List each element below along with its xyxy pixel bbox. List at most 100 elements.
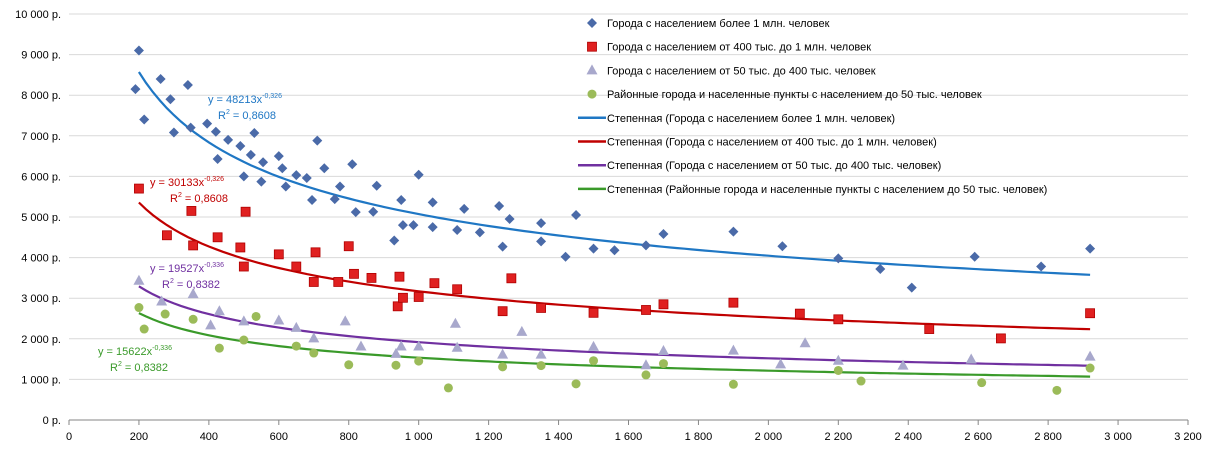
data-point-series-3 <box>133 274 145 285</box>
data-point-series-3 <box>449 317 461 328</box>
data-point-series-3 <box>965 353 977 364</box>
x-tick-label: 2 600 <box>964 431 992 443</box>
data-point-series-2 <box>308 277 319 287</box>
data-point-series-3 <box>727 344 739 355</box>
data-point-series-1 <box>497 241 508 252</box>
data-point-series-1 <box>728 226 739 237</box>
data-point-series-1 <box>291 170 302 181</box>
data-point-series-2 <box>366 272 377 283</box>
axes: 0 р. 1 000 р. 2 000 р. 3 000 р. 4 000 р. 5 00… <box>15 9 1202 443</box>
data-point-series-2 <box>1085 308 1095 319</box>
data-point-series-2 <box>238 261 249 272</box>
data-point-series-2 <box>235 242 246 253</box>
data-point-series-2 <box>343 241 354 252</box>
x-tick-label: 2 800 <box>1034 431 1062 443</box>
data-point-series-2 <box>413 292 424 302</box>
data-point-series-3 <box>832 354 844 365</box>
data-point-series-3 <box>516 325 528 336</box>
x-tick-label: 1 200 <box>475 431 503 443</box>
data-point-series-1 <box>210 126 221 137</box>
data-point-series-1 <box>494 201 505 212</box>
y-tick-label: 5 000 р. <box>21 212 61 224</box>
data-point-series-1 <box>413 169 424 180</box>
data-point-series-4 <box>309 348 319 358</box>
y-tick-label: 8 000 р. <box>21 90 61 102</box>
data-point-series-2 <box>310 247 321 258</box>
data-point-series-1 <box>165 94 176 105</box>
data-point-series-4 <box>139 324 149 334</box>
data-point-series-1 <box>347 159 358 170</box>
data-point-series-1 <box>168 127 179 138</box>
x-tick-label: 2 200 <box>825 431 853 443</box>
data-point-series-1 <box>1085 243 1096 254</box>
data-point-series-1 <box>397 220 408 231</box>
x-tick-label: 600 <box>270 431 288 443</box>
data-point-series-2 <box>452 284 463 295</box>
data-point-series-3 <box>273 314 285 325</box>
data-point-series-3 <box>355 340 367 351</box>
data-point-series-3 <box>290 321 302 332</box>
legend-label-3: Города с населением от 50 тыс. до 400 ты… <box>607 65 876 77</box>
data-point-series-1 <box>155 73 166 84</box>
data-point-series-1 <box>245 149 256 160</box>
data-point-series-4 <box>214 343 224 353</box>
data-point-series-3 <box>640 359 652 370</box>
data-point-series-4 <box>251 311 261 321</box>
data-point-series-2 <box>291 261 302 272</box>
data-point-series-2 <box>924 324 935 334</box>
data-point-series-1 <box>504 214 515 225</box>
y-tick-label: 7 000 р. <box>21 131 61 143</box>
data-point-series-2 <box>394 271 405 282</box>
data-point-series-4 <box>498 362 508 372</box>
data-point-series-2 <box>162 230 172 241</box>
data-point-series-3 <box>657 344 669 355</box>
data-point-series-3 <box>308 332 320 343</box>
trend-r2-2: R2 = 0,8608 <box>170 192 228 205</box>
data-point-series-1 <box>249 127 260 138</box>
data-point-series-1 <box>427 222 438 233</box>
data-point-series-4 <box>443 383 453 393</box>
data-point-series-1 <box>319 163 330 174</box>
data-point-series-4 <box>414 356 424 366</box>
legend-trend-label-3: Степенная (Города с населением от 50 тыс… <box>607 160 941 172</box>
x-tick-label: 800 <box>340 431 358 443</box>
data-point-series-1 <box>235 140 246 151</box>
data-point-series-3 <box>451 341 463 352</box>
trend-equation-1: y = 48213x-0,326 <box>208 93 282 106</box>
trend-r2-1: R2 = 0,8608 <box>218 109 276 122</box>
data-point-series-1 <box>560 251 571 262</box>
y-tick-label: 3 000 р. <box>21 293 61 305</box>
data-point-series-1 <box>182 80 193 91</box>
data-point-series-4 <box>291 341 301 351</box>
data-point-series-4 <box>239 335 249 345</box>
data-point-series-4 <box>391 360 401 370</box>
data-point-series-3 <box>799 337 811 348</box>
data-point-series-3 <box>897 359 909 370</box>
data-point-series-3 <box>187 288 199 299</box>
x-tick-label: 2 000 <box>755 431 783 443</box>
data-point-series-1 <box>350 207 361 218</box>
data-point-series-1 <box>371 180 382 191</box>
data-point-series-1 <box>130 84 141 95</box>
data-point-series-2 <box>658 299 669 310</box>
data-point-series-1 <box>277 163 288 174</box>
data-point-series-2 <box>134 183 144 194</box>
data-point-series-4 <box>856 376 866 386</box>
data-point-series-2 <box>429 278 440 289</box>
data-point-series-1 <box>301 173 312 184</box>
data-point-series-3 <box>156 295 168 306</box>
data-point-series-2 <box>588 307 599 318</box>
data-point-series-2 <box>333 277 344 287</box>
legend-marker-triangle <box>586 64 598 75</box>
data-point-series-1 <box>312 135 323 146</box>
data-point-series-2 <box>833 314 844 325</box>
data-point-series-3 <box>497 348 509 359</box>
x-tick-label: 1 800 <box>685 431 713 443</box>
y-tick-label: 6 000 р. <box>21 171 61 183</box>
data-point-series-1 <box>536 218 547 229</box>
data-point-series-1 <box>202 118 213 129</box>
data-point-series-3 <box>535 348 547 359</box>
data-point-series-1 <box>658 229 669 240</box>
data-point-series-4 <box>728 379 738 389</box>
data-point-series-4 <box>134 303 144 313</box>
